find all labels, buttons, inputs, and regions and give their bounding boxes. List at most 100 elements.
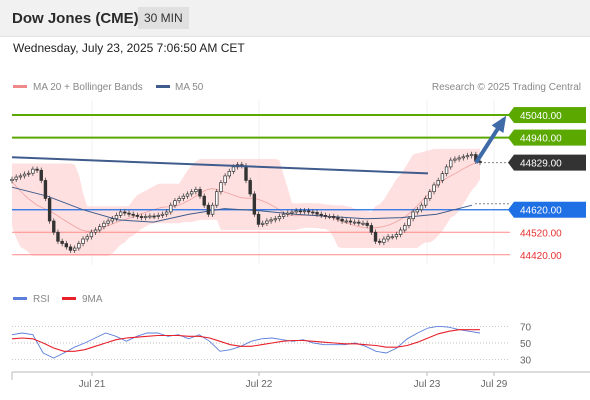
candle-body-79	[340, 218, 344, 222]
candles	[10, 151, 482, 253]
rsi-legend-label: RSI	[33, 294, 50, 305]
candle-body-110	[469, 154, 474, 156]
level-label-pointer-44940.00	[508, 129, 514, 146]
candle-body-43	[189, 191, 194, 195]
credit-label: Research © 2025 Trading Central	[432, 82, 581, 93]
candle-body-66	[286, 212, 290, 215]
candle-body-14	[68, 246, 73, 251]
rsi-tick-70: 70	[520, 322, 532, 333]
candle-body-64	[277, 216, 282, 220]
ma9-legend-swatch	[62, 297, 76, 300]
trendline	[11, 156, 429, 175]
candle-body-63	[273, 218, 277, 221]
level-label-pointer-44620.00	[508, 201, 514, 218]
candle-body-6	[35, 168, 39, 171]
candle-body-47	[206, 204, 211, 215]
candle-body-51	[223, 175, 227, 184]
timeframe-button[interactable]: 30 MIN	[138, 7, 189, 29]
candle-body-100	[428, 191, 432, 199]
candle-body-27	[123, 211, 127, 214]
candle-body-41	[181, 195, 186, 199]
candle-body-81	[348, 220, 353, 223]
candle-body-33	[148, 215, 152, 218]
candle-body-102	[436, 180, 440, 186]
level-label-44520.00: 44520.00	[520, 228, 562, 239]
candle-body-67	[290, 211, 294, 214]
candle-body-68	[294, 210, 298, 213]
candle-body-35	[156, 215, 160, 217]
level-label-44620.00: 44620.00	[520, 206, 562, 217]
candle-body-73	[315, 212, 319, 215]
candle-body-5	[31, 168, 35, 174]
level-label-44829.00: 44829.00	[520, 159, 562, 170]
candle-body-30	[135, 215, 140, 217]
level-label-pointer-45040.00	[508, 107, 514, 124]
rsi-ma-line	[11, 329, 480, 352]
x-axis: Jul 21 Jul 22 Jul 23 Jul 29	[11, 371, 590, 390]
candle-body-39	[173, 200, 177, 206]
candle-body-70	[302, 210, 307, 213]
rsi-tick-50: 50	[520, 339, 532, 350]
instrument-title: Dow Jones (CME)	[12, 10, 139, 27]
candle-body-13	[64, 243, 69, 248]
projection-arrow-head	[491, 115, 507, 133]
candle-body-22	[102, 222, 106, 227]
x-tick-label-2: Jul 23	[414, 379, 441, 390]
candle-body-80	[344, 220, 348, 223]
candle-body-75	[323, 215, 328, 217]
candle-body-25	[114, 215, 119, 220]
candle-body-92	[394, 234, 399, 238]
candle-body-44	[194, 189, 198, 193]
candle-body-82	[352, 221, 357, 224]
level-labels: 45040.00 44940.00 44829.00 44620.00 44520.00…	[508, 107, 586, 262]
candle-body-60	[261, 222, 265, 225]
candle-body-103	[440, 173, 445, 181]
level-label-44940.00: 44940.00	[520, 134, 562, 145]
candle-body-0	[10, 178, 14, 181]
candle-body-88	[378, 240, 382, 243]
candle-body-104	[444, 166, 449, 175]
bollinger-band-area	[12, 148, 480, 256]
candle-body-101	[432, 184, 436, 193]
candle-body-99	[423, 198, 428, 206]
candle-body-94	[403, 225, 407, 231]
candle-body-62	[269, 219, 273, 222]
candle-body-10	[52, 220, 56, 233]
candle-body-71	[306, 210, 311, 213]
candle-body-90	[386, 236, 390, 240]
candle-body-87	[373, 231, 378, 242]
bollinger-bands	[11, 148, 481, 256]
candle-body-83	[357, 221, 361, 224]
candle-body-108	[461, 156, 465, 159]
x-tick-label-0: Jul 21	[79, 379, 106, 390]
candle-body-15	[72, 247, 77, 251]
candle-body-32	[144, 216, 148, 218]
candle-body-57	[248, 180, 252, 195]
candle-body-3	[22, 173, 27, 177]
candle-body-61	[265, 220, 269, 224]
candle-body-85	[365, 222, 369, 226]
candle-body-95	[407, 218, 411, 226]
x-tick-label-1: Jul 22	[246, 379, 273, 390]
level-label-bg-44940.00	[514, 129, 586, 146]
level-label-bg-44829.00	[514, 154, 586, 171]
candle-body-23	[106, 220, 110, 224]
candle-body-53	[231, 166, 236, 172]
candle-body-28	[127, 212, 131, 215]
candle-body-105	[449, 159, 453, 168]
level-lines	[12, 114, 510, 256]
timestamp: Wednesday, July 23, 2025 7:06:50 AM CET	[13, 41, 245, 55]
candle-body-11	[56, 231, 60, 242]
level-label-bg-44620.00	[514, 201, 586, 218]
candle-body-48	[210, 204, 215, 215]
trendline-path	[11, 156, 429, 175]
candle-body-84	[361, 222, 365, 225]
candle-body-8	[43, 180, 48, 199]
candle-body-38	[169, 204, 173, 213]
rsi-legend-swatch	[13, 297, 27, 300]
candle-body-93	[398, 229, 403, 235]
candle-body-91	[390, 236, 394, 239]
candle-body-106	[453, 158, 457, 161]
candle-body-17	[81, 238, 85, 244]
